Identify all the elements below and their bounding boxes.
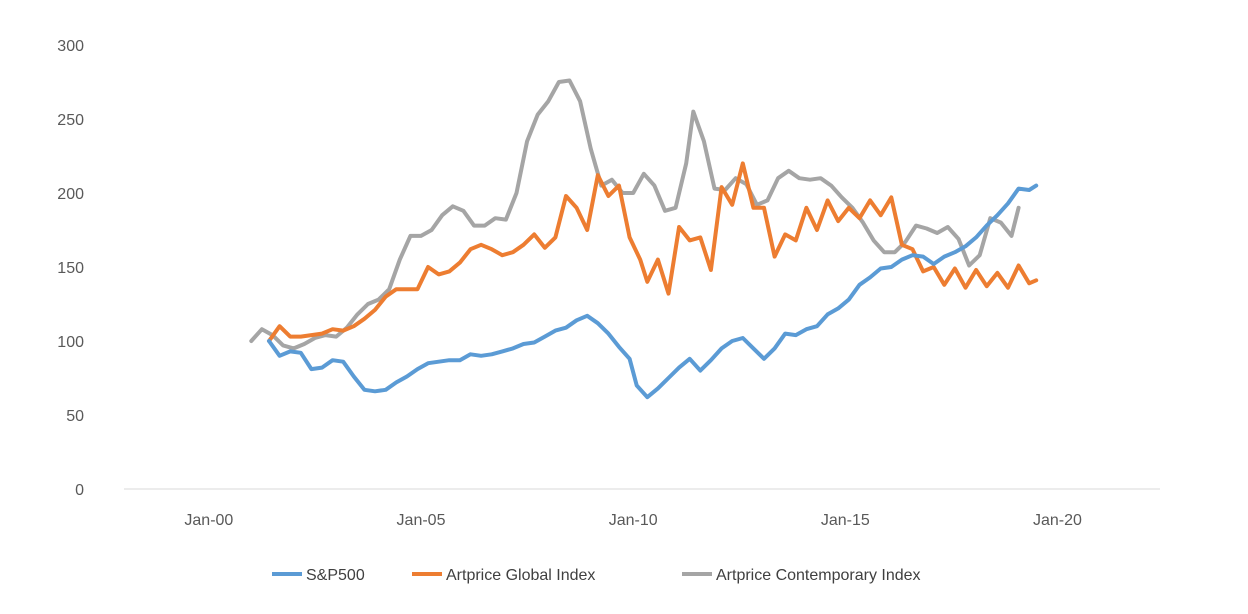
- x-tick-label: Jan-05: [397, 512, 446, 529]
- legend-label-artprice-global-index: Artprice Global Index: [446, 567, 595, 584]
- series-lines: [249, 78, 1039, 400]
- y-axis-tick-labels: 0 50 100 150 200 250 300: [57, 38, 84, 499]
- y-tick-label: 100: [57, 334, 84, 351]
- series-line-artprice-contemporary-index: [249, 78, 1021, 351]
- x-tick-label: Jan-10: [609, 512, 658, 529]
- legend-label-s-p500: S&P500: [306, 567, 365, 584]
- y-tick-label: 0: [75, 482, 84, 499]
- y-tick-label: 300: [57, 38, 84, 55]
- y-tick-label: 200: [57, 186, 84, 203]
- x-axis-tick-labels: Jan-00 Jan-05 Jan-10 Jan-15 Jan-20: [184, 512, 1082, 529]
- x-tick-label: Jan-20: [1033, 512, 1082, 529]
- series-line-s-p500: [267, 183, 1039, 400]
- y-tick-label: 50: [66, 408, 84, 425]
- series-line-artprice-global-index: [267, 161, 1039, 343]
- legend: S&P500 Artprice Global Index Artprice Cont…: [272, 567, 921, 584]
- y-tick-label: 250: [57, 112, 84, 129]
- x-tick-label: Jan-15: [821, 512, 870, 529]
- y-tick-label: 150: [57, 260, 84, 277]
- legend-label-artprice-contemporary-index: Artprice Contemporary Index: [716, 567, 921, 584]
- x-tick-label: Jan-00: [184, 512, 233, 529]
